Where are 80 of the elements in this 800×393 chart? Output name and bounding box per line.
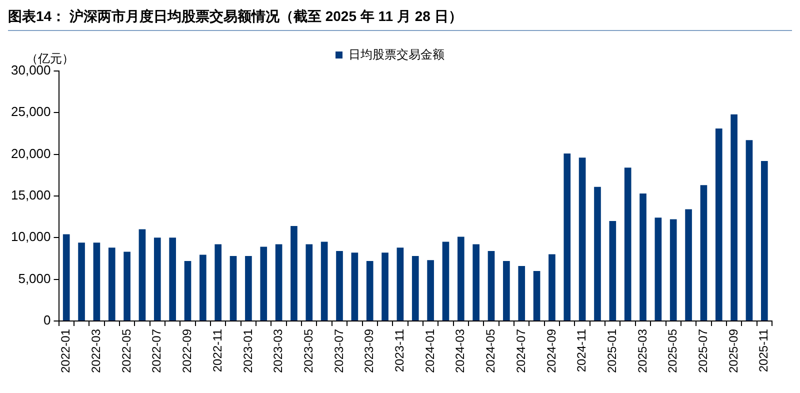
x-tick-label: 2024-03: [453, 328, 468, 374]
bar: [730, 114, 738, 320]
y-tick-label: 0: [44, 312, 51, 328]
bar: [654, 218, 662, 320]
legend-label: 日均股票交易金额: [348, 47, 444, 62]
bar: [336, 250, 343, 320]
x-tick-label: 2023-05: [301, 328, 316, 374]
bar: [230, 256, 237, 320]
bar: [624, 168, 632, 320]
bar: [214, 244, 222, 320]
bar: [746, 140, 753, 320]
chart-title: 图表14： 沪深两市月度日均股票交易额情况（截至 2025 年 11 月 28 日）: [8, 8, 792, 31]
bar: [700, 185, 708, 320]
x-tick-label: 2024-05: [484, 328, 498, 374]
x-tick-label: 2025-09: [726, 328, 740, 374]
y-axis-title: （亿元）: [26, 51, 74, 66]
bar: [457, 236, 464, 320]
y-tick-label: 10,000: [10, 229, 51, 244]
bar: [138, 229, 146, 320]
bar: [78, 242, 85, 320]
bar: [62, 234, 70, 320]
bar: [275, 244, 282, 320]
x-tick-label: 2022-03: [89, 328, 104, 374]
x-tick-label: 2023-11: [392, 328, 407, 372]
x-tick-label: 2023-03: [271, 328, 286, 374]
bar: [685, 209, 692, 320]
bar: [108, 248, 116, 320]
y-tick-label: 25,000: [10, 104, 51, 120]
x-tick-label: 2022-11: [210, 328, 224, 372]
x-tick-label: 2025-05: [666, 328, 680, 374]
x-tick-label: 2024-01: [422, 328, 437, 374]
bar: [640, 193, 646, 320]
bar: [564, 153, 571, 320]
bar: [245, 256, 252, 320]
bar: [670, 219, 677, 320]
x-tick-label: 2025-07: [696, 328, 710, 374]
bar: [290, 226, 298, 320]
y-tick-label: 5,000: [18, 270, 51, 286]
bar: [396, 248, 404, 320]
bar: [200, 254, 206, 320]
bar: [124, 252, 130, 320]
bar: [533, 270, 540, 320]
bar: [169, 238, 176, 320]
x-tick-label: 2023-09: [362, 328, 376, 374]
bar: [427, 260, 434, 320]
bar: [306, 244, 313, 320]
bar: [442, 242, 450, 320]
x-tick-label: 2024-07: [514, 328, 528, 374]
bar: [351, 252, 358, 320]
bar: [488, 250, 495, 320]
bar: [366, 260, 374, 320]
bar: [609, 220, 616, 320]
x-tick-label: 2024-09: [544, 328, 558, 374]
bar: [594, 186, 601, 320]
x-tick-label: 2024-11: [574, 328, 589, 372]
x-tick-label: 2025-03: [635, 328, 650, 374]
bar: [320, 242, 328, 320]
bar: [518, 266, 526, 320]
x-tick-label: 2022-09: [180, 328, 194, 374]
bar: [154, 238, 161, 320]
bar: [503, 260, 510, 320]
bar: [93, 242, 100, 320]
bar: [184, 260, 192, 320]
x-tick-label: 2025-01: [604, 328, 619, 374]
y-tick-label: 15,000: [10, 188, 51, 203]
y-tick-label: 20,000: [10, 146, 51, 161]
x-tick-label: 2023-01: [240, 328, 255, 374]
x-tick-label: 2025-11: [756, 328, 771, 372]
x-tick-label: 2022-05: [119, 328, 134, 374]
bar: [548, 254, 556, 320]
bar: [412, 256, 419, 320]
x-tick-label: 2023-07: [332, 328, 346, 374]
bar: [260, 246, 268, 320]
x-tick-label: 2022-07: [150, 328, 164, 374]
bar: [382, 252, 388, 320]
bar: [761, 160, 768, 320]
bar: [578, 158, 586, 320]
x-tick-label: 2022-01: [58, 328, 73, 374]
bar: [472, 244, 480, 320]
bar: [715, 128, 722, 320]
